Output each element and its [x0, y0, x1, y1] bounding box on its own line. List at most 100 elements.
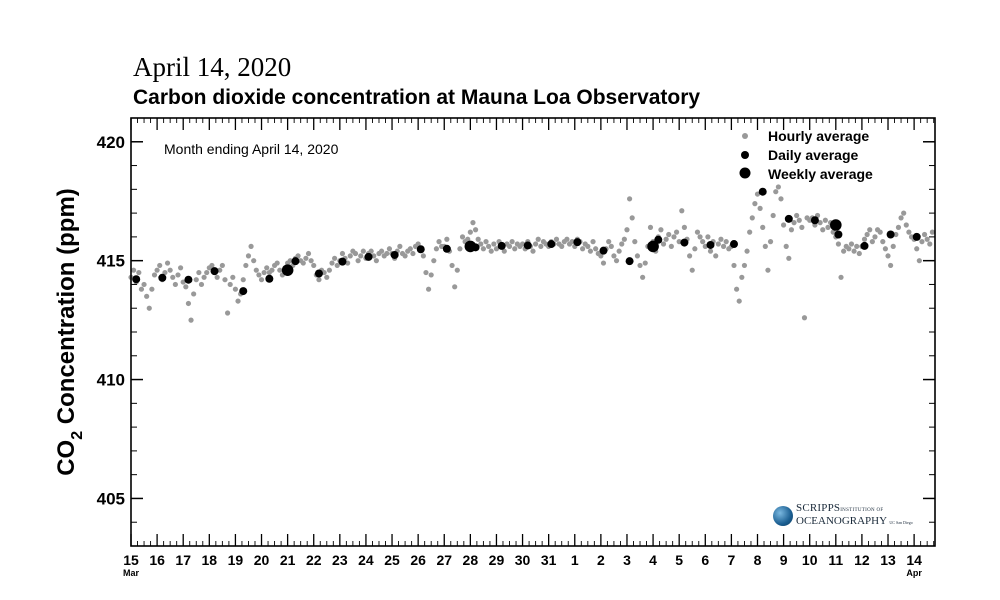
hourly-point	[407, 246, 413, 252]
y-axis-label-subscript: 2	[69, 431, 86, 440]
y-tick-label: 405	[97, 489, 125, 508]
legend-hourly-label: Hourly average	[768, 128, 869, 144]
logo-text: SCRIPPSINSTITUTION OF OCEANOGRAPHY UC Sa…	[796, 503, 913, 528]
hourly-point	[611, 253, 617, 259]
legend-hourly-marker	[742, 133, 748, 139]
hourly-point	[663, 236, 669, 242]
daily-point	[390, 250, 399, 259]
hourly-point	[243, 262, 249, 269]
daily-point	[860, 241, 869, 250]
x-tick-label: 12	[854, 552, 870, 568]
x-tick-label: 11	[828, 552, 843, 568]
hourly-point	[681, 224, 688, 230]
hourly-point	[700, 239, 706, 245]
hourly-point	[431, 258, 437, 264]
hourly-point	[830, 229, 836, 235]
legend: Hourly average Daily average Weekly aver…	[739, 128, 873, 182]
hourly-point	[269, 267, 275, 273]
hourly-point	[483, 239, 489, 245]
hourly-point	[775, 184, 781, 190]
hourly-point	[324, 274, 330, 280]
x-tick-label: 25	[384, 552, 400, 568]
daily-point	[442, 244, 451, 253]
hourly-point	[486, 243, 492, 249]
hourly-point	[415, 241, 421, 247]
hourly-point	[616, 248, 622, 254]
daily-point	[758, 187, 767, 196]
hourly-point	[713, 253, 719, 259]
hourly-point	[801, 315, 808, 321]
hourly-point	[457, 246, 463, 252]
hourly-point	[332, 255, 338, 261]
hourly-point	[493, 246, 500, 252]
hourly-point	[585, 243, 591, 249]
hourly-point	[261, 269, 267, 276]
hourly-point	[425, 286, 432, 292]
x-tick-label: 21	[280, 552, 296, 568]
logo-institution: INSTITUTION OF	[840, 508, 884, 513]
y-tick-label: 415	[97, 252, 125, 271]
hourly-point	[760, 224, 766, 230]
hourly-point	[817, 220, 823, 226]
hourly-point	[193, 277, 199, 283]
hourly-point	[569, 239, 575, 245]
x-tick-label: 15	[123, 552, 139, 568]
hourly-point	[848, 241, 855, 247]
x-tick-label: 7	[727, 552, 735, 568]
hourly-point	[373, 258, 379, 264]
hourly-point	[697, 234, 703, 240]
hourly-point	[893, 231, 899, 238]
hourly-point	[303, 255, 309, 261]
x-tick-label: 5	[675, 552, 683, 568]
hourly-point	[825, 224, 831, 230]
x-tick-label: 22	[306, 552, 322, 568]
hourly-point	[175, 272, 181, 278]
globe-icon	[773, 505, 793, 526]
hourly-point	[929, 229, 935, 235]
y-axis-label-main: CO	[53, 440, 80, 476]
hourly-point	[741, 262, 748, 269]
hourly-point	[673, 229, 680, 235]
hourly-point	[626, 196, 633, 202]
hourly-point	[402, 253, 408, 259]
daily-point	[265, 274, 274, 283]
hourly-points-layer	[128, 184, 935, 323]
daily-point	[338, 257, 347, 266]
hourly-point	[767, 239, 774, 245]
x-tick-label: 20	[254, 552, 270, 568]
y-axis-label: CO2 Concentration (ppm)	[53, 188, 86, 476]
hourly-point	[149, 286, 155, 292]
hourly-point	[624, 227, 630, 233]
hourly-point	[449, 262, 455, 269]
hourly-point	[600, 260, 607, 266]
hourly-point	[185, 300, 192, 307]
hourly-point	[553, 236, 560, 242]
x-tick-label: 16	[149, 552, 165, 568]
hourly-point	[347, 253, 353, 259]
hourly-point	[423, 269, 429, 276]
hourly-point	[295, 253, 301, 259]
hourly-point	[632, 239, 638, 245]
hourly-point	[838, 274, 844, 280]
hourly-point	[916, 258, 922, 264]
hourly-point	[921, 231, 928, 238]
x-tick-label: 30	[515, 552, 531, 568]
hourly-point	[454, 267, 460, 273]
hourly-point	[898, 215, 904, 221]
weekly-points-layer	[281, 219, 842, 276]
daily-point	[523, 241, 532, 250]
logo-oceanography: OCEANOGRAPHY	[796, 515, 887, 527]
hourly-point	[864, 231, 870, 238]
hourly-point	[162, 269, 168, 276]
hourly-point	[183, 284, 189, 290]
hourly-point	[692, 246, 698, 252]
hourly-point	[467, 229, 473, 235]
hourly-point	[882, 246, 889, 252]
hourly-point	[316, 277, 322, 283]
hourly-point	[326, 267, 332, 273]
hourly-point	[305, 250, 312, 257]
weekly-point	[830, 219, 842, 231]
hourly-point	[736, 298, 742, 304]
hourly-point	[867, 227, 873, 233]
